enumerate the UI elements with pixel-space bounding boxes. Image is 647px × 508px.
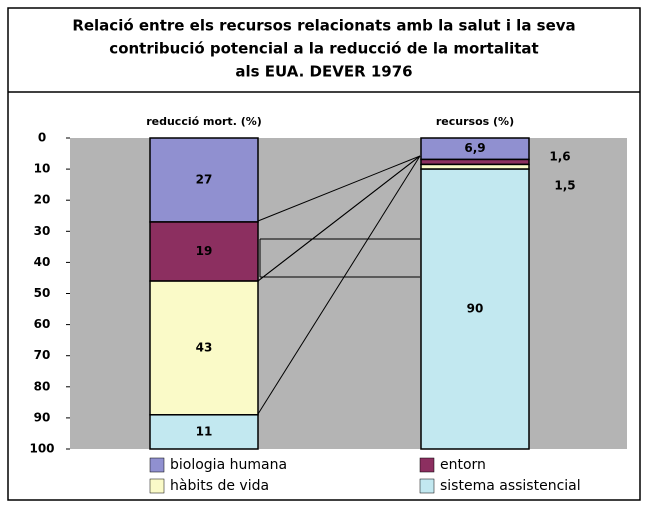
legend-label: sistema assistencial <box>440 478 581 494</box>
data-label: 19 <box>196 244 213 258</box>
bar-segment <box>420 168 530 450</box>
legend-swatch <box>149 457 165 473</box>
data-label: 90 <box>467 302 484 316</box>
connector <box>257 155 421 282</box>
y-tick-label: 30 <box>34 224 51 238</box>
y-tick-label: 20 <box>34 193 51 207</box>
bar-segment <box>149 137 259 223</box>
y-tick-label: 100 <box>29 442 54 456</box>
data-label: 27 <box>196 172 213 186</box>
bar-segment <box>149 414 259 450</box>
y-tick-label: 60 <box>34 317 51 331</box>
legend-label: hàbits de vida <box>170 478 269 494</box>
connector <box>257 155 421 415</box>
chart-title: Relació entre els recursos relacionats a… <box>72 17 575 35</box>
frame <box>7 7 641 501</box>
connector <box>257 155 421 222</box>
y-tick-label: 0 <box>38 131 46 145</box>
legend-label: biologia humana <box>170 457 287 473</box>
data-label: 11 <box>196 424 213 438</box>
data-label: 43 <box>196 340 213 354</box>
data-label: 6,9 <box>464 141 485 155</box>
legend-swatch <box>419 457 435 473</box>
y-tick-label: 90 <box>34 410 51 424</box>
column-header: reducció mort. (%) <box>146 115 262 128</box>
legend-swatch <box>149 478 165 494</box>
y-tick-label: 80 <box>34 379 51 393</box>
chart-title: als EUA. DEVER 1976 <box>235 63 412 81</box>
legend-label: entorn <box>440 457 486 473</box>
y-tick-label: 50 <box>34 286 51 300</box>
column-header: recursos (%) <box>436 115 514 128</box>
y-tick-label: 10 <box>34 162 51 176</box>
bar-segment <box>149 280 259 416</box>
data-label: 1,5 <box>554 179 575 193</box>
chart-title: contribució potencial a la reducció de l… <box>109 40 538 58</box>
y-tick-label: 70 <box>34 348 51 362</box>
data-label: 1,6 <box>549 150 570 164</box>
legend-swatch <box>419 478 435 494</box>
y-tick-label: 40 <box>34 255 51 269</box>
